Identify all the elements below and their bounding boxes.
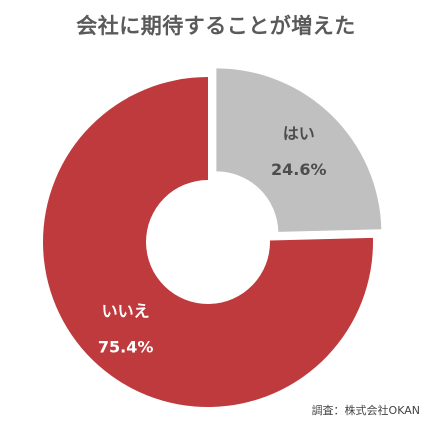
slice-value-label-1: 75.4% [98, 337, 154, 356]
slice-0 [216, 68, 382, 232]
source-note: 調査：株式会社OKAN [311, 404, 420, 417]
slice-1 [43, 77, 374, 407]
slice-name-label-1: いいえ [102, 301, 150, 320]
slice-name-label-0: はい [283, 124, 315, 143]
chart-title: 会社に期待することが増えた [76, 14, 356, 38]
slice-value-label-0: 24.6% [271, 160, 327, 179]
